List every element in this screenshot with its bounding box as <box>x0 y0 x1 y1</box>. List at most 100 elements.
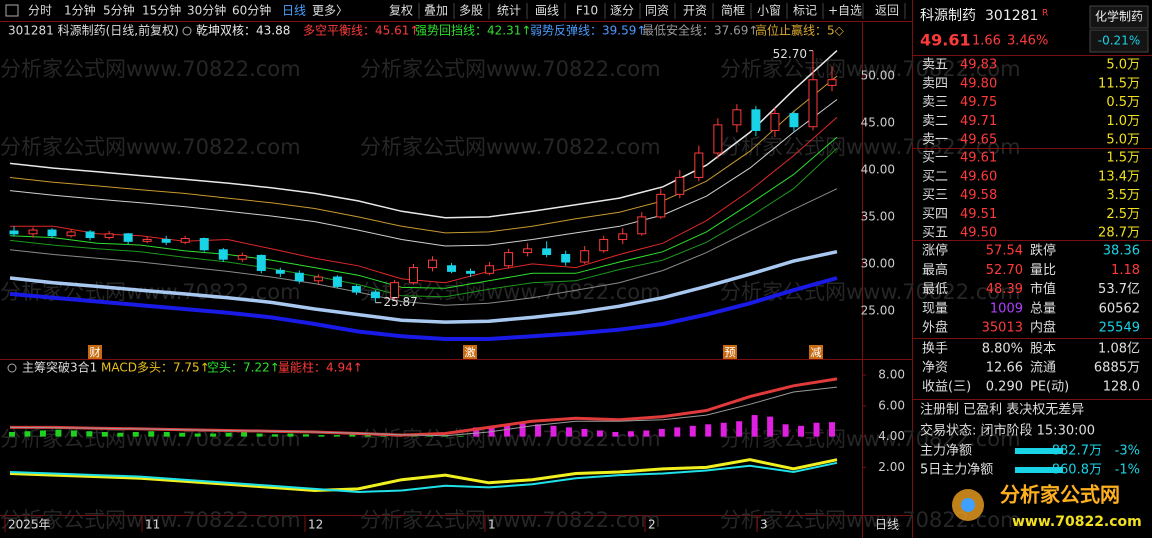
period-tab[interactable]: 1分钟 <box>64 3 96 18</box>
watermark: 分析家公式网www.70822.com <box>0 135 301 159</box>
toolbar-button[interactable]: 标记 <box>793 4 817 18</box>
book-price: 49.71 <box>960 114 997 129</box>
volume-bar <box>596 430 603 437</box>
indicator-line <box>10 116 838 284</box>
book-volume: 13.4万 <box>1098 169 1140 184</box>
stat-label: 现量 <box>922 301 948 316</box>
period-tab[interactable]: 更多〉 <box>312 4 348 18</box>
toolbar-button[interactable]: 叠加 <box>424 4 448 18</box>
toolbar-button[interactable]: +自选 <box>828 4 862 18</box>
period-tab[interactable]: 30分钟 <box>187 3 226 18</box>
x-tick-label: 2 <box>648 518 656 532</box>
toolbar-button[interactable]: 返回 <box>875 4 899 18</box>
volume-bar <box>736 421 743 437</box>
legend-entry: 量能柱：4.94↑ <box>278 360 363 375</box>
candle-body <box>447 265 457 272</box>
toolbar-button[interactable]: 复权 <box>389 4 413 18</box>
watermark: 分析家公式网www.70822.com <box>360 427 661 451</box>
volume-bar <box>225 432 232 437</box>
period-tab[interactable]: 15分钟 <box>142 3 181 18</box>
legend-entry: 乾坤双核：43.88 <box>196 23 290 38</box>
period-tab[interactable]: 5分钟 <box>103 3 135 18</box>
chart-title: 301281 科源制药(日线,前复权) <box>8 23 179 38</box>
candle-body <box>504 252 514 267</box>
menu-icon[interactable] <box>5 4 19 17</box>
signal-box[interactable] <box>463 345 477 359</box>
volume-bar <box>627 431 634 437</box>
candle-body <box>408 267 418 284</box>
toolbar-button[interactable]: 同资 <box>645 4 669 18</box>
toolbar-button[interactable]: 画线 <box>535 4 559 18</box>
volume-bar <box>829 422 835 437</box>
watermark: 分析家公式网www.70822.com <box>0 508 301 532</box>
volume-bar <box>241 432 248 437</box>
toolbar-button[interactable]: F10 <box>576 4 598 18</box>
volume-bar <box>565 427 572 437</box>
candle-body <box>770 113 780 131</box>
y-tick-label: 35.00 <box>861 209 895 223</box>
signal: 激 <box>465 345 476 359</box>
candle-body <box>85 231 95 239</box>
candle-body <box>313 276 323 282</box>
watermark: 分析家公式网www.70822.com <box>360 135 661 159</box>
toolbar-button[interactable]: 逐分 <box>610 4 634 18</box>
signal-box[interactable] <box>88 345 102 359</box>
legend-entry: 空头：7.22↑ <box>207 361 280 375</box>
stat-value: 128.0 <box>1103 380 1140 395</box>
book-price: 49.61 <box>960 151 997 166</box>
volume-bar <box>720 422 727 437</box>
watermark: 分析家公式网www.70822.com <box>360 57 661 81</box>
candle-body <box>561 253 571 263</box>
trade-status: 交易状态: 闭市阶段 15:30:00 <box>920 423 1095 439</box>
stat-value: 1.18 <box>1111 263 1140 278</box>
candle-body <box>618 233 628 240</box>
y-tick-label: 2.00 <box>878 460 905 474</box>
volume-bar <box>689 425 696 437</box>
candle-body <box>66 231 76 237</box>
candle-body <box>370 291 380 299</box>
stat-value: 60562 <box>1099 301 1140 316</box>
toolbar-button[interactable]: 多股 <box>459 4 483 18</box>
watermark: 分析家公式网www.70822.com <box>720 280 1021 304</box>
toolbar-button[interactable]: 统计 <box>497 4 521 18</box>
legend-entry: 多空平衡线：45.61↑ <box>303 24 419 38</box>
toolbar-button[interactable]: 开资 <box>683 4 707 18</box>
sector[interactable]: 化学制药 <box>1095 9 1143 24</box>
signal-box[interactable] <box>723 345 737 359</box>
volume-bar <box>643 430 650 437</box>
period-tab[interactable]: 日线 <box>282 4 306 18</box>
toolbar-button[interactable]: 小窗 <box>757 4 781 18</box>
period-tab[interactable]: 60分钟 <box>232 3 271 18</box>
volume-bar <box>117 432 124 437</box>
volume-bar <box>163 432 170 437</box>
stock-name: 科源制药 <box>920 8 976 24</box>
toolbar: 分时 1分钟 5分钟 15分钟 30分钟 60分钟 日线 更多〉 复权 叠加 多股 统计 画线 F10 逐分… <box>5 3 906 19</box>
main-chart: 301281 科源制药(日线,前复权) 乾坤双核：43.88 多空平衡线：45.61… <box>4 23 899 532</box>
stock-flag: R <box>1042 9 1048 19</box>
signal-box[interactable] <box>809 345 823 359</box>
period-tab[interactable]: 分时 <box>28 4 52 18</box>
stat-label: 最高 <box>922 262 948 278</box>
volume-bar <box>504 424 511 437</box>
stat-value: 1009 <box>990 301 1023 316</box>
logo-url: www.70822.com <box>1012 514 1142 530</box>
legend-entry: MACD多头：7.75↑ <box>101 361 210 375</box>
candle-body <box>656 193 666 218</box>
toolbar-button[interactable]: 简框 <box>721 4 745 18</box>
flow-pct: -1% <box>1115 463 1140 478</box>
high-label: 52.70 <box>773 47 807 61</box>
book-price: 49.80 <box>960 76 997 91</box>
legend-icon[interactable] <box>182 26 192 36</box>
volume-bar <box>39 430 46 437</box>
book-price: 49.51 <box>960 207 997 222</box>
watermark: 分析家公式网www.70822.com <box>720 57 1021 81</box>
sector-box[interactable] <box>1089 5 1149 29</box>
volume-bar <box>751 415 758 437</box>
legend-icon[interactable] <box>7 363 17 373</box>
volume-bar <box>86 431 93 437</box>
stat-label: 量比 <box>1030 263 1056 278</box>
stat-value: 53.7亿 <box>1098 282 1140 297</box>
volume-bar <box>194 433 201 437</box>
indicator-line <box>9 188 838 306</box>
listing-tags: 注册制 已盈利 表决权无差异 <box>920 402 1084 418</box>
